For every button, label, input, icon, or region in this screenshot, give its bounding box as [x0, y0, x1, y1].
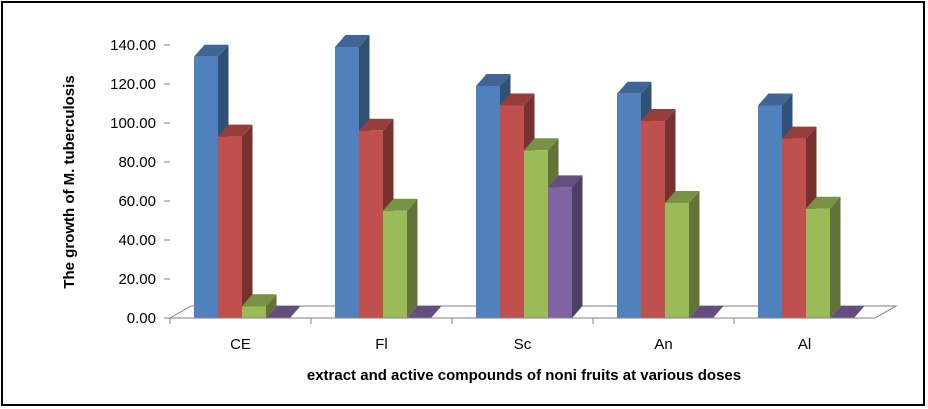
- bar: [266, 306, 301, 318]
- y-tick-label: 140.00: [110, 37, 156, 54]
- y-tick-label: 40.00: [118, 232, 156, 249]
- x-tick-label: Fl: [375, 336, 388, 353]
- y-tick-label: 20.00: [118, 271, 156, 288]
- bar-top: [782, 126, 817, 139]
- bar: [242, 294, 277, 318]
- bar-front: [665, 202, 689, 318]
- bar-top: [830, 306, 865, 318]
- bar-front: [617, 93, 641, 318]
- y-axis: 0.00 20.00 40.00 60.00 80.00 100.00 120.00 140.…: [110, 37, 170, 327]
- bar: [218, 124, 253, 319]
- bar: [806, 196, 841, 318]
- bar: [383, 198, 418, 318]
- y-tick-label: 120.00: [110, 76, 156, 93]
- bar-top: [194, 44, 229, 57]
- bar-top: [524, 138, 559, 151]
- bar-top: [758, 93, 793, 106]
- x-tick-label: CE: [230, 336, 251, 353]
- y-axis-title: The growth of M. tuberculosis: [61, 75, 78, 288]
- bar-top: [359, 118, 394, 131]
- bar-side: [572, 175, 583, 318]
- bar: [359, 118, 394, 318]
- bar-front: [335, 46, 359, 318]
- bar-top: [641, 109, 676, 122]
- bar-front: [806, 208, 830, 318]
- bar-front: [476, 85, 500, 318]
- y-tick-label: 60.00: [118, 193, 156, 210]
- bar-front: [359, 130, 383, 318]
- bars: [194, 34, 865, 319]
- bar-top: [548, 175, 583, 188]
- bar-top: [218, 124, 253, 137]
- bar-front: [524, 150, 548, 318]
- y-tick-label: 0.00: [127, 310, 156, 327]
- bar-side: [689, 190, 700, 318]
- bar-side: [830, 196, 841, 318]
- bar-front: [782, 138, 806, 318]
- bar-front: [500, 105, 524, 318]
- x-axis-title: extract and active compounds of noni fru…: [307, 367, 741, 384]
- bar-side: [266, 294, 277, 318]
- bar-front: [218, 136, 242, 318]
- x-tick-label: Sc: [514, 336, 532, 353]
- y-tick-label: 100.00: [110, 115, 156, 132]
- x-axis: CE Fl Sc An Al: [169, 317, 875, 353]
- bar: [689, 306, 724, 318]
- bar: [407, 306, 442, 318]
- bar-front: [242, 306, 266, 318]
- x-tick-label: An: [654, 336, 672, 353]
- bar-front: [383, 210, 407, 318]
- bar-side: [242, 124, 253, 319]
- bar-front: [548, 187, 572, 318]
- bar-top: [665, 190, 700, 203]
- bar-front: [641, 121, 665, 318]
- bar-top: [689, 306, 724, 318]
- bar: [548, 175, 583, 318]
- bar-top: [617, 81, 652, 94]
- bar-top: [383, 198, 418, 211]
- bar-front: [194, 56, 218, 318]
- bar-top: [407, 306, 442, 318]
- bar-top: [242, 294, 277, 307]
- y-tick-label: 80.00: [118, 154, 156, 171]
- bar-side: [407, 198, 418, 318]
- bar-top: [266, 306, 301, 318]
- bar-top: [335, 34, 370, 47]
- bar-top: [476, 73, 511, 86]
- bar-front: [758, 105, 782, 318]
- bar: [665, 190, 700, 318]
- x-tick-label: Al: [798, 336, 811, 353]
- bar-top: [500, 93, 535, 106]
- bar-top: [806, 196, 841, 209]
- bar: [830, 306, 865, 318]
